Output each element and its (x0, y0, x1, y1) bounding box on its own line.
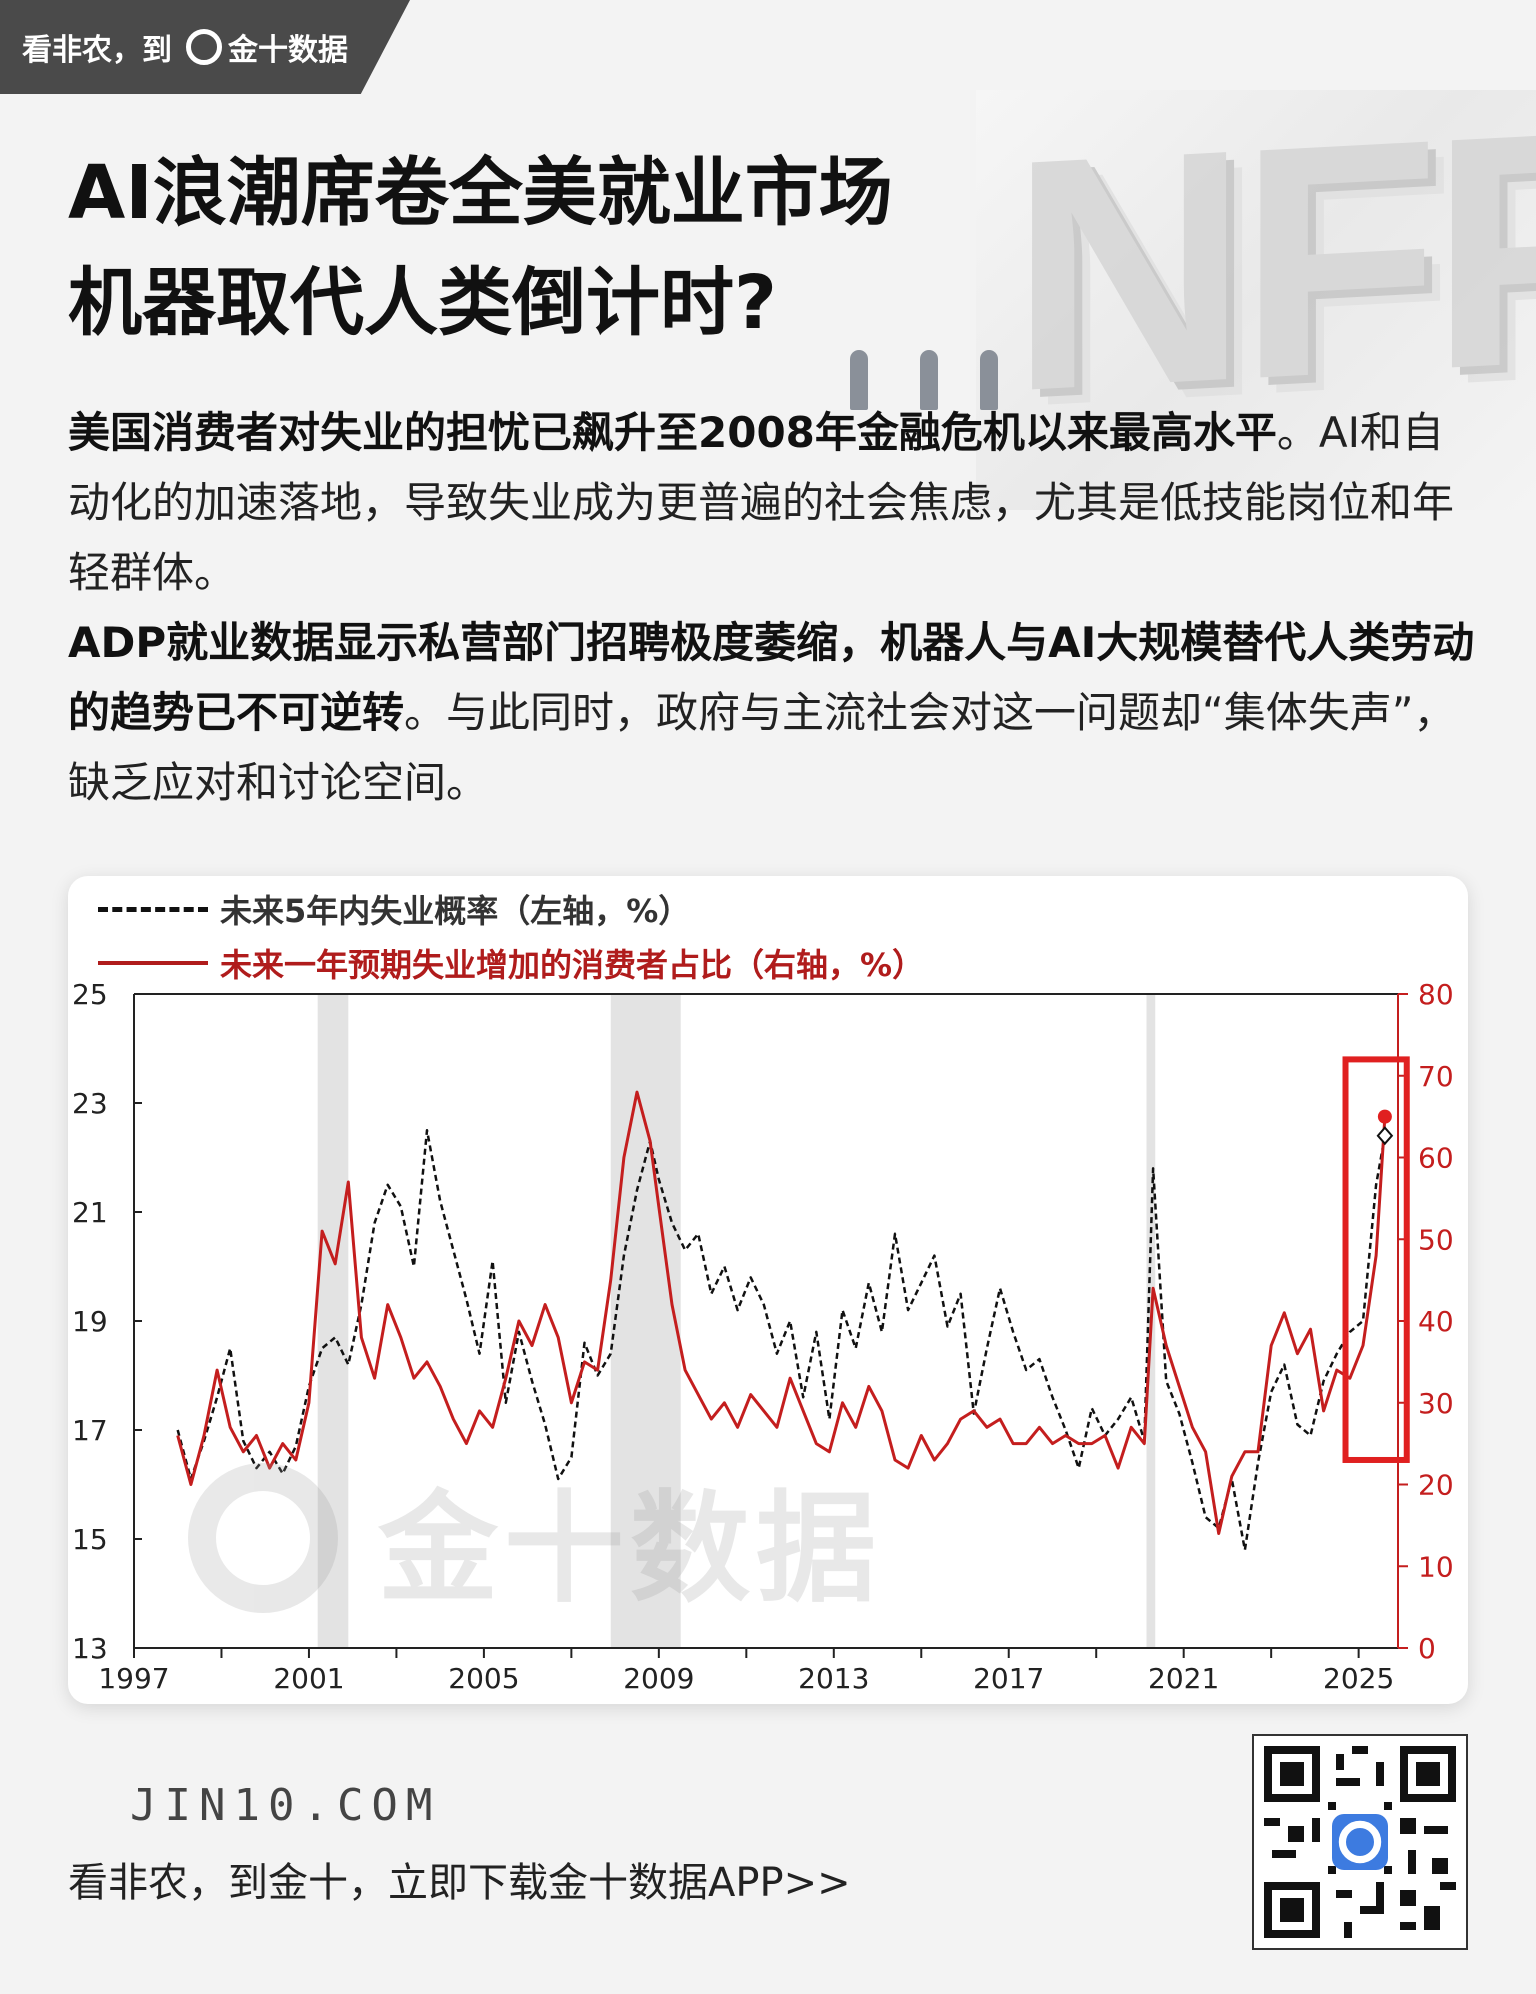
left-tick-label-23: 23 (72, 1087, 108, 1120)
right-tick-label-20: 20 (1418, 1469, 1454, 1502)
left-tick-label-17: 17 (72, 1414, 108, 1447)
title-line-1: AI浪潮席卷全美就业市场 (68, 150, 893, 236)
recession-band-0 (317, 994, 349, 1648)
series-right-line (176, 1090, 1387, 1535)
jin10-logo-icon (186, 29, 222, 65)
paragraph-2: ADP就业数据显示私营部门招聘极度萎缩，机器人与AI大规模替代人类劳动的趋势已不… (68, 608, 1478, 818)
left-tick-label-13: 13 (72, 1632, 108, 1665)
right-tick-label-40: 40 (1418, 1305, 1454, 1338)
left-tick-label-25: 25 (72, 978, 108, 1011)
qr-code-icon (1264, 1746, 1456, 1938)
paragraph-2-normal: 。与此同时，政府与主流社会对这一问题却“集体失声”，缺乏应对和讨论空间。 (68, 688, 1456, 807)
left-tick-label-15: 15 (72, 1523, 108, 1556)
x-tick-label-2025: 2025 (1323, 1662, 1394, 1695)
businessman-figures (850, 340, 1030, 410)
legend-right-series: 未来一年预期失业增加的消费者占比（右轴，%） (98, 940, 924, 986)
download-slogan[interactable]: 看非农，到金十，立即下载金十数据APP>> (68, 1860, 851, 1906)
x-tick-label-2017: 2017 (973, 1662, 1044, 1695)
right-tick-label-70: 70 (1418, 1060, 1454, 1093)
right-tick-label-0: 0 (1418, 1632, 1436, 1665)
x-tick-label-2013: 2013 (798, 1662, 869, 1695)
title-line-2: 机器取代人类倒计时? (68, 260, 777, 346)
site-url[interactable]: JIN10.COM (130, 1780, 441, 1831)
paragraph-1-normal: 。AI和自动化的加速落地，导致失业成为更普遍的社会焦虑，尤其是低技能岗位和年轻群… (68, 408, 1455, 597)
chart-card: 未来5年内失业概率（左轴，%） 未来一年预期失业增加的消费者占比（右轴，%） 1… (68, 876, 1468, 1704)
left-tick-label-21: 21 (72, 1196, 108, 1229)
left-tick-label-19: 19 (72, 1305, 108, 1338)
chart-svg: 1997 2001 2005 2009 2013 2017 2021 202513151719… (72, 978, 1454, 1695)
right-tick-label-60: 60 (1418, 1142, 1454, 1175)
recession-band-1 (610, 994, 681, 1648)
legend-solid-line-icon (98, 961, 208, 965)
header-tag: 看非农，到 金十数据 (0, 0, 410, 94)
right-tick-label-80: 80 (1418, 978, 1454, 1011)
paragraph-1-bold: 美国消费者对失业的担忧已飙升至2008年金融危机以来最高水平 (68, 408, 1277, 457)
header-brand: 金十数据 (228, 33, 348, 68)
legend-left-series: 未来5年内失业概率（左轴，%） (98, 886, 690, 932)
qr-code[interactable] (1252, 1734, 1468, 1950)
legend-dashed-line-icon (98, 906, 208, 912)
right-tick-label-30: 30 (1418, 1387, 1454, 1420)
right-series-end-marker (1377, 1109, 1392, 1124)
right-tick-label-10: 10 (1418, 1550, 1454, 1583)
x-tick-label-2009: 2009 (623, 1662, 694, 1695)
x-tick-label-2001: 2001 (273, 1662, 344, 1695)
x-tick-label-2021: 2021 (1148, 1662, 1219, 1695)
paragraph-2-bold: ADP就业数据显示私营部门招聘极度萎缩，机器人与AI大规模替代人类劳动的趋势已不… (68, 618, 1475, 737)
x-tick-label-1997: 1997 (98, 1662, 169, 1695)
header-tag-text: 看非农，到 (22, 33, 172, 68)
page-title: AI浪潮席卷全美就业市场 机器取代人类倒计时? (68, 138, 893, 358)
series-left-line (176, 1129, 1387, 1552)
left-series-end-marker (1376, 1126, 1394, 1146)
legend-right-label: 未来一年预期失业增加的消费者占比（右轴，%） (220, 946, 925, 984)
background-photo (976, 90, 1536, 510)
paragraph-1: 美国消费者对失业的担忧已飙升至2008年金融危机以来最高水平。AI和自动化的加速… (68, 398, 1478, 608)
highlight-box (1342, 1056, 1410, 1463)
x-tick-label-2005: 2005 (448, 1662, 519, 1695)
right-tick-label-50: 50 (1418, 1223, 1454, 1256)
legend-left-label: 未来5年内失业概率（左轴，%） (220, 892, 691, 930)
